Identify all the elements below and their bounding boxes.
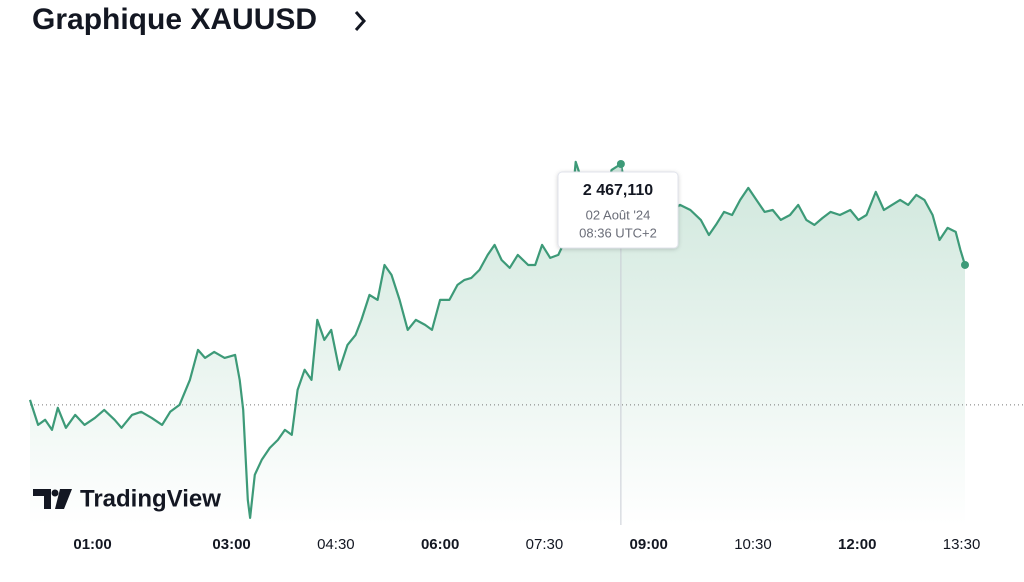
- area-fill: [30, 161, 965, 525]
- tooltip-time: 08:36 UTC+2: [579, 225, 657, 240]
- tooltip-date: 02 Août '24: [586, 207, 651, 222]
- watermark-text: TradingView: [80, 485, 221, 512]
- plot: 01:00 03:00 04:30 06:00 07:30 09:00 10:30 12:00…: [28, 160, 1024, 553]
- x-tick-label: 07:30: [526, 536, 564, 553]
- x-tick-label: 09:00: [630, 536, 668, 553]
- title-chevron: [354, 11, 367, 31]
- tooltip-box: [557, 171, 679, 249]
- x-tick-label: 12:00: [838, 536, 876, 553]
- x-tick-label: 04:30: [317, 536, 355, 553]
- logo-icon: [33, 489, 72, 509]
- logo-dot: [51, 489, 59, 497]
- x-tick-label: 03:00: [212, 536, 250, 553]
- last-price-dot: [961, 260, 969, 269]
- x-tick-label: 06:00: [421, 536, 459, 553]
- chart-title: Graphique XAUUSD: [32, 3, 317, 36]
- hover-dot: [616, 160, 625, 168]
- tooltip-value: 2 467,110: [583, 182, 653, 199]
- watermark: TradingView: [33, 485, 221, 512]
- price-line: [28, 160, 967, 519]
- x-tick-label: 01:00: [73, 536, 111, 553]
- x-tick-label: 10:30: [734, 536, 772, 553]
- x-tick-label: 13:30: [943, 536, 981, 553]
